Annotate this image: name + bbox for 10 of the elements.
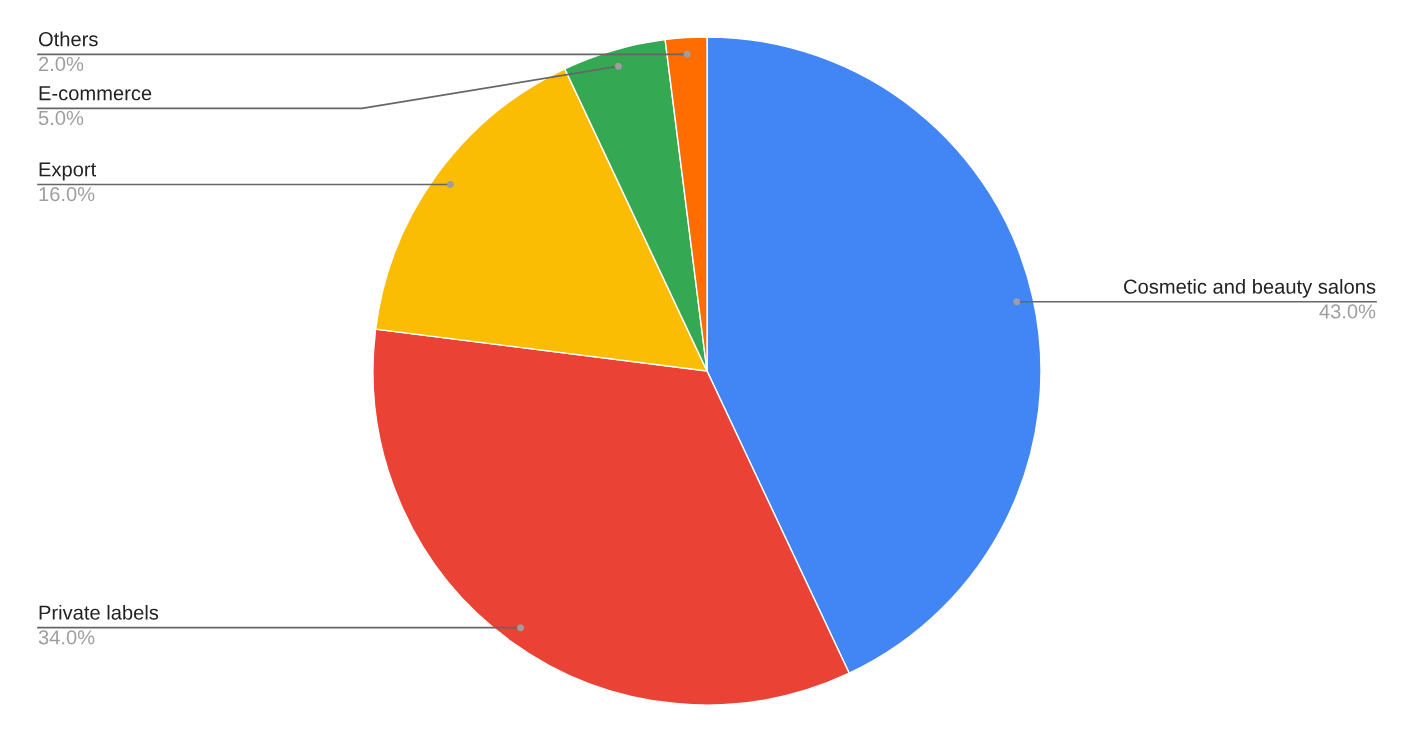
data-label: 34.0% [38, 630, 95, 645]
data-label: 43.0% [1319, 304, 1376, 319]
slice-label: E-commerce [39, 86, 152, 101]
slice-label: Private labels [39, 604, 159, 620]
slice-label: Export [39, 162, 97, 181]
data-label: 2.0% [39, 56, 84, 72]
data-label: 16.0% [39, 187, 95, 202]
data-label: 5.0% [38, 110, 84, 126]
slice-label: Cosmetic and beauty salons [1124, 279, 1376, 298]
slice-label: Others [38, 31, 98, 47]
